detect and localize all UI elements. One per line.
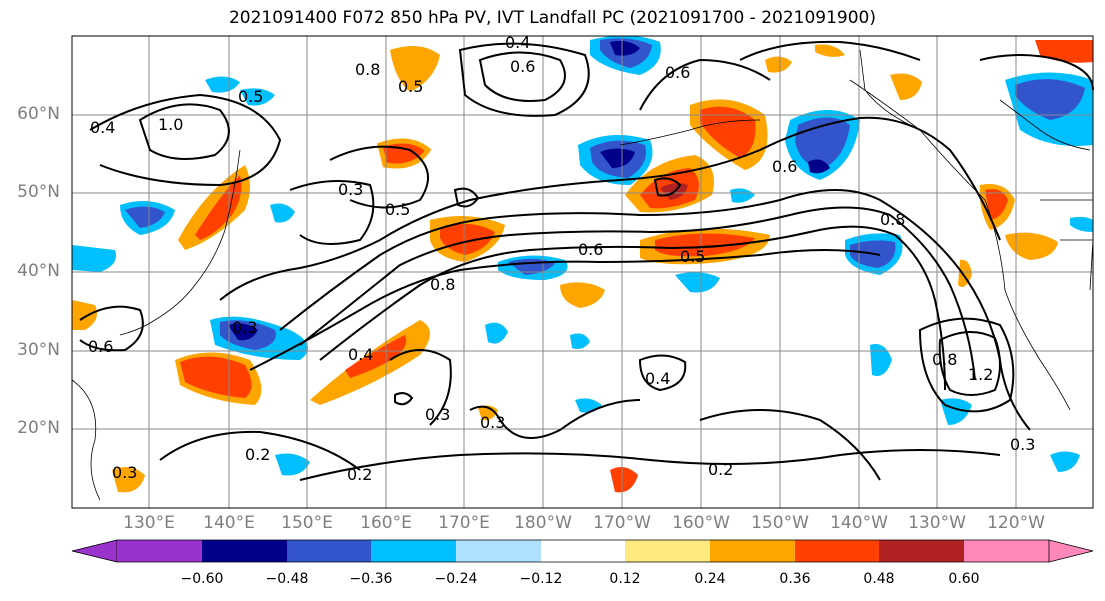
colorbar-tick: 0.12: [609, 571, 641, 587]
contour-label: 0.4: [505, 33, 530, 52]
lon-label: 170°E: [438, 513, 490, 533]
contour-label: 0.5: [680, 247, 705, 266]
contour-label: 0.3: [338, 180, 363, 199]
contour-label: 0.2: [245, 445, 270, 464]
colorbar-bin: [117, 540, 202, 562]
lon-label: 170°W: [593, 513, 651, 533]
contour-label: 0.3: [112, 463, 137, 482]
lon-label: 150°W: [751, 513, 809, 533]
colorbar-tick: 0.60: [948, 571, 980, 587]
lon-label: 150°E: [281, 513, 333, 533]
lon-label: 180°W: [514, 513, 572, 533]
map-panel: 0.4 0.8 0.5 0.6 1.0 0.4 0.3 0.5 0.6 0.8 …: [71, 33, 1094, 509]
map-frame: [71, 35, 1094, 509]
contour-label: 0.5: [385, 200, 410, 219]
colorbar-bin: [879, 540, 964, 562]
contour-label: 0.8: [932, 350, 957, 369]
colorbar-tick: −0.36: [349, 571, 393, 587]
colorbar-tick: −0.24: [434, 571, 478, 587]
contour-label: 0.3: [232, 318, 257, 337]
contour-label: 0.6: [772, 157, 797, 176]
contour-label: 0.3: [480, 413, 505, 432]
lon-label: 160°W: [672, 513, 730, 533]
lon-label: 140°E: [203, 513, 255, 533]
contour-label: 0.2: [347, 465, 372, 484]
map-title: 2021091400 F072 850 hPa PV, IVT Landfall…: [228, 8, 876, 28]
contour-label: 0.4: [348, 345, 373, 364]
contour-label: 0.3: [425, 405, 450, 424]
contour-label: 0.4: [90, 118, 115, 137]
colorbar: [71, 539, 1094, 563]
colorbar-bin: [371, 540, 456, 562]
contour-label: 0.2: [708, 460, 733, 479]
contour-label: 0.5: [238, 87, 263, 106]
contour-label: 0.6: [665, 63, 690, 82]
colorbar-bin: [456, 540, 541, 562]
colorbar-tick: 0.36: [779, 571, 811, 587]
colorbar-max-arrow: [1048, 539, 1094, 563]
contour-label: 0.8: [430, 275, 455, 294]
coastlines: [71, 49, 1094, 501]
colorbar-tick: −0.12: [519, 571, 563, 587]
contour-label: 0.4: [645, 369, 670, 388]
contour-label: 1.0: [158, 115, 183, 134]
colorbar-tick: −0.60: [180, 571, 224, 587]
lon-label: 120°W: [987, 513, 1045, 533]
ivt-contours: [79, 40, 1094, 481]
contour-label: 0.8: [880, 210, 905, 229]
colorbar-bin: [625, 540, 710, 562]
colorbar-bin: [710, 540, 795, 562]
colorbar-tick: −0.48: [265, 571, 309, 587]
contour-label: 0.6: [578, 240, 603, 259]
lat-label: 40°N: [17, 261, 60, 281]
colorbar-tick: 0.48: [863, 571, 895, 587]
contour-labels: 0.4 0.8 0.5 0.6 1.0 0.4 0.3 0.5 0.6 0.8 …: [88, 33, 1035, 484]
lat-label: 30°N: [17, 340, 60, 360]
colorbar-bin: [541, 540, 625, 562]
lon-label: 160°E: [360, 513, 412, 533]
contour-label: 0.6: [88, 337, 113, 356]
colorbar-tick: 0.24: [694, 571, 726, 587]
colorbar-bin: [287, 540, 371, 562]
lon-label: 130°E: [123, 513, 175, 533]
lat-label: 50°N: [17, 182, 60, 202]
lon-label: 140°W: [830, 513, 888, 533]
colorbar-bin: [964, 540, 1049, 562]
contour-label: 0.6: [510, 57, 535, 76]
lat-label: 20°N: [17, 418, 60, 438]
colorbar-bin: [202, 540, 287, 562]
contour-label: 0.3: [1010, 435, 1035, 454]
lat-label: 60°N: [17, 104, 60, 124]
lon-label: 130°W: [908, 513, 966, 533]
contour-label: 0.5: [398, 77, 423, 96]
contour-label: 0.8: [355, 60, 380, 79]
colorbar-min-arrow: [71, 539, 118, 563]
colorbar-bin: [795, 540, 879, 562]
contour-label: 1.2: [968, 365, 993, 384]
